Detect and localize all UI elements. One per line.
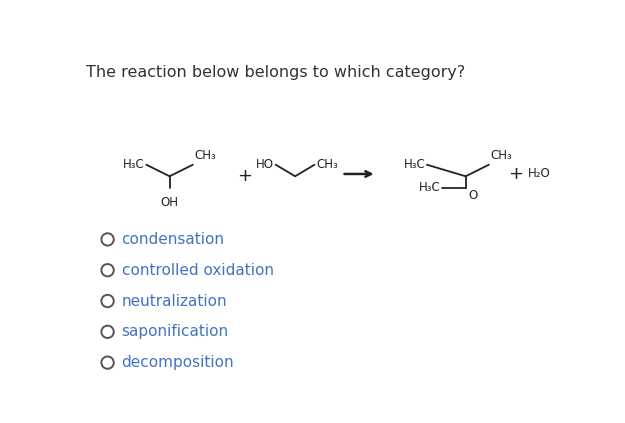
Text: CH₃: CH₃ [491,149,512,162]
Text: controlled oxidation: controlled oxidation [121,263,274,278]
Text: H₃C: H₃C [419,181,441,194]
Text: HO: HO [256,158,274,171]
Text: neutralization: neutralization [121,294,227,308]
Text: saponification: saponification [121,324,229,339]
Text: H₃C: H₃C [404,158,426,171]
Text: CH₃: CH₃ [194,149,216,162]
Text: OH: OH [161,195,179,209]
Text: decomposition: decomposition [121,355,234,370]
Text: H₃C: H₃C [123,158,145,171]
Text: condensation: condensation [121,232,224,247]
Text: +: + [509,165,524,183]
Text: H₂O: H₂O [528,168,551,181]
Text: O: O [469,190,478,202]
Text: CH₃: CH₃ [316,158,338,171]
Text: +: + [238,167,252,185]
Text: The reaction below belongs to which category?: The reaction below belongs to which cate… [86,65,465,80]
